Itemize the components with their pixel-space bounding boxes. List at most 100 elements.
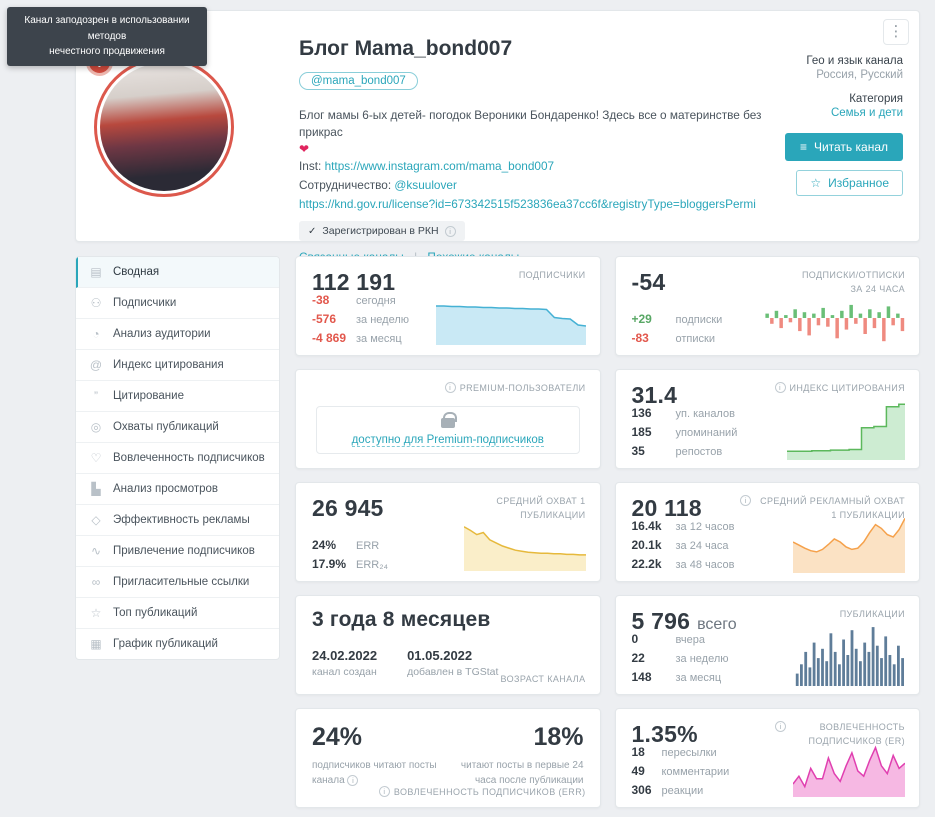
publications-count: 5 796 xyxy=(631,608,691,634)
err24-description: читают посты в первые 24 часа после публ… xyxy=(460,760,584,786)
ad-reach-value: 20 118 xyxy=(631,495,702,521)
read-channel-label: Читать канал xyxy=(813,140,888,154)
sidebar-item-label: Анализ аудитории xyxy=(113,328,211,340)
channel-username-badge[interactable]: @mama_bond007 xyxy=(299,72,418,90)
sidebar-item-audience-analysis[interactable]: ◔ Анализ аудитории xyxy=(76,319,279,350)
stat-label: за 12 часов xyxy=(675,521,735,533)
premium-locked-box: доступно для Premium-подписчиков xyxy=(316,406,580,454)
premium-users-card: i PREMIUM-ПОЛЬЗОВАТЕЛИ доступно для Prem… xyxy=(295,369,601,469)
err-card: 24% подписчиков читают посты канала i 18… xyxy=(295,708,601,808)
err-card-label: i ВОВЛЕЧЕННОСТЬ ПОДПИСЧИКОВ (ERR) xyxy=(378,786,586,797)
sidebar-item-top-posts[interactable]: ☆ Топ публикаций xyxy=(76,598,279,629)
sidebar-item-ad-effectiveness[interactable]: ◇ Эффективность рекламы xyxy=(76,505,279,536)
ad-reach-card-label: i СРЕДНИЙ РЕКЛАМНЫЙ ОХВАТ 1 ПУБЛИКАЦИИ xyxy=(740,495,905,522)
more-menu-button[interactable]: ⋮ xyxy=(883,19,909,45)
channel-avatar-image xyxy=(100,63,228,191)
channel-age-value: 3 года 8 месяцев xyxy=(312,608,491,631)
sidebar-item-label: Вовлеченность подписчиков xyxy=(113,452,265,464)
info-icon[interactable]: i xyxy=(444,382,456,393)
sidebar-item-label: Сводная xyxy=(113,266,160,278)
rkn-badge: ✓ Зарегистрирован в РКН i xyxy=(299,221,465,242)
stat-value: 185 xyxy=(631,425,652,439)
info-icon[interactable]: i xyxy=(775,721,786,732)
stat-label: пересылки xyxy=(661,747,717,759)
er-stats: 18 пересылки 49 комментарии 306 реакции xyxy=(632,745,730,797)
instagram-label: Inst: xyxy=(299,159,322,174)
added-date-label: добавлен в TGStat xyxy=(407,666,499,678)
citation-step-chart xyxy=(787,398,905,460)
stat-value: 49 xyxy=(631,764,645,778)
category-label: Категория xyxy=(849,93,903,105)
instagram-line: Inst: https://www.instagram.com/mama_bon… xyxy=(299,159,779,175)
average-reach-sparkline xyxy=(463,519,586,571)
er-card-label: i ВОВЛЕЧЕННОСТЬ ПОДПИСЧИКОВ (ER) xyxy=(775,721,905,748)
sidebar-item-subscriber-engagement[interactable]: ♡ Вовлеченность подписчиков xyxy=(76,443,279,474)
eye-icon: ◎ xyxy=(90,420,102,434)
stat-label: комментарии xyxy=(661,766,730,778)
created-date-label: канал создан xyxy=(312,666,377,678)
subscribers-stats: -38 сегодня -576 за неделю -4 869 за месяц xyxy=(312,293,409,345)
channel-age-dates: 24.02.2022 канал создан 01.05.2022 добав… xyxy=(312,648,498,678)
added-date: 01.05.2022 xyxy=(407,648,473,663)
info-icon[interactable]: i xyxy=(444,225,456,237)
er-sparkline xyxy=(792,745,906,797)
sidebar-item-label: Индекс цитирования xyxy=(113,359,224,371)
sidebar-item-posts-schedule[interactable]: ▦ График публикаций xyxy=(76,629,279,659)
subs-unsubs-stats: +29 подписки -83 отписки xyxy=(632,312,723,345)
sidebar-item-views-analysis[interactable]: ▙ Анализ просмотров xyxy=(76,474,279,505)
read-icon: ≡ xyxy=(799,140,807,154)
read-channel-button[interactable]: ≡ Читать канал xyxy=(784,133,903,161)
info-icon[interactable]: i xyxy=(347,775,359,786)
category-link[interactable]: Семья и дети xyxy=(830,107,903,119)
sidebar-item-summary[interactable]: ▤ Сводная xyxy=(76,257,279,288)
sidebar-item-label: Подписчики xyxy=(113,297,177,309)
average-reach-stats: 24% ERR 17.9% ERR₂₄ xyxy=(312,538,388,571)
err-left-block: 24% подписчиков читают посты канала i xyxy=(312,723,462,788)
sidebar-item-label: Эффективность рекламы xyxy=(113,514,250,526)
info-icon[interactable]: i xyxy=(774,382,786,393)
created-date-block: 24.02.2022 канал создан xyxy=(312,648,377,678)
sidebar-item-citation-index[interactable]: @ Индекс цитирования xyxy=(76,350,279,381)
sidebar-item-subscriber-attraction[interactable]: ∿ Привлечение подписчиков xyxy=(76,536,279,567)
check-icon: ✓ xyxy=(308,225,317,237)
favorite-button[interactable]: ☆ Избранное xyxy=(796,170,903,196)
quote-icon: ” xyxy=(94,389,98,403)
publications-card-label: ПУБЛИКАЦИИ xyxy=(839,609,905,619)
channel-info: Блог Mama_bond007 @mama_bond007 Блог мам… xyxy=(299,37,779,266)
average-reach-card: 26 945 СРЕДНИЙ ОХВАТ 1 ПУБЛИКАЦИИ 24% ERR… xyxy=(295,482,601,582)
sidebar-item-subscribers[interactable]: ⚇ Подписчики xyxy=(76,288,279,319)
sidebar-item-label: Цитирование xyxy=(113,390,184,402)
stat-value: 35 xyxy=(631,444,645,458)
content-area: ▤ Сводная ⚇ Подписчики ◔ Анализ аудитори… xyxy=(75,256,920,808)
info-icon[interactable]: i xyxy=(378,786,390,797)
info-icon[interactable]: i xyxy=(740,495,751,506)
citation-card-label: i ИНДЕКС ЦИТИРОВАНИЯ xyxy=(774,382,905,396)
stat-label: за неделю xyxy=(356,314,410,326)
channel-age-card-label: ВОЗРАСТ КАНАЛА xyxy=(500,674,586,684)
sidebar-item-label: График публикаций xyxy=(113,638,218,650)
instagram-link[interactable]: https://www.instagram.com/mama_bond007 xyxy=(324,159,555,174)
collaboration-link[interactable]: @ksuulover xyxy=(394,178,457,193)
err24-value: 18% xyxy=(533,723,584,751)
sidebar-item-post-reach[interactable]: ◎ Охваты публикаций xyxy=(76,412,279,443)
stat-value: 0 xyxy=(631,632,639,646)
warning-tooltip: Канал заподозрен в использовании методов… xyxy=(7,7,207,66)
stat-label: за неделю xyxy=(675,653,729,665)
stat-value: -83 xyxy=(631,331,649,345)
license-link[interactable]: https://knd.gov.ru/license?id=673342515f… xyxy=(299,197,756,212)
stat-value: 17.9% xyxy=(312,557,347,571)
stat-label: за 24 часа xyxy=(675,540,729,552)
sidebar-item-citations[interactable]: ” Цитирование xyxy=(76,381,279,412)
sidebar-item-label: Топ публикаций xyxy=(113,607,198,619)
kebab-menu-icon: ⋮ xyxy=(888,23,904,40)
warning-tooltip-line1: Канал заподозрен в использовании методов xyxy=(24,15,190,42)
err-description: подписчиков читают посты канала i xyxy=(312,760,437,786)
views-chart-icon: ▙ xyxy=(91,482,101,496)
stat-value: 20.1k xyxy=(631,538,662,552)
channel-description: Блог мамы 6-ых детей- погодок Вероники Б… xyxy=(299,108,762,139)
premium-upgrade-link[interactable]: доступно для Premium-подписчиков xyxy=(351,434,544,447)
sidebar-item-invite-links[interactable]: ∞ Пригласительные ссылки xyxy=(76,567,279,598)
calendar-icon: ▦ xyxy=(90,637,102,651)
publications-total: 5 796 всего xyxy=(632,608,737,635)
er-card: 1.35% i ВОВЛЕЧЕННОСТЬ ПОДПИСЧИКОВ (ER) 1… xyxy=(614,708,920,808)
